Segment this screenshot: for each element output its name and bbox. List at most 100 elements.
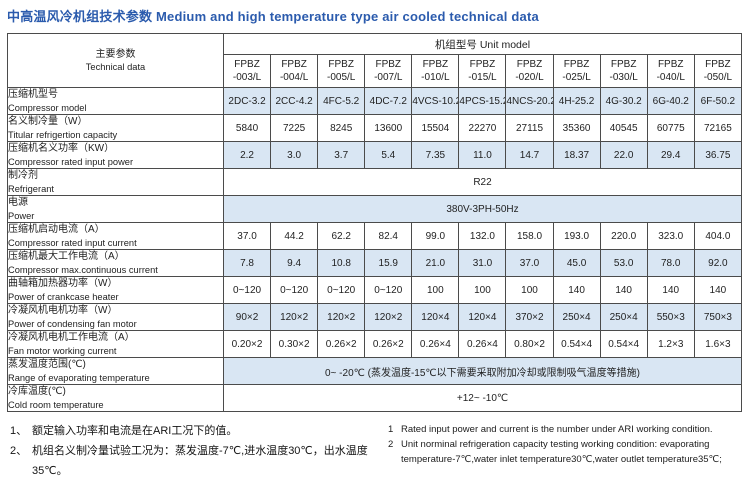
note-item: 1 Rated input power and current is the nu… [388,422,741,437]
note-item: 2、 机组名义制冷量试验工况为：蒸发温度-7℃,进水温度30℃，出水温度35℃。 [10,442,378,480]
value-cell: 2.2 [222,141,272,169]
value-cell: 7.35 [411,141,460,169]
value-cell: 370×2 [505,303,554,331]
unit-model-header: 机组型号 Unit model [223,33,742,55]
unit-model-cell: FPBZ -025/L [552,54,601,88]
value-cell: 99.0 [411,222,460,250]
value-cell: 22.0 [599,141,648,169]
unit-model-line1: FPBZ [610,58,637,70]
row-label: 蒸发温度范围(℃) Range of evaporating temperatur… [7,357,224,385]
value-cell: 36.75 [693,141,743,169]
value-cell: 140 [646,276,695,304]
value-cell: 0.26×2 [364,330,413,358]
corner-label-en: Technical data [85,62,146,73]
row-label-cn: 冷凝风机电机功率（W） [8,305,118,317]
value-cell: 3.0 [270,141,319,169]
value-cell: 27115 [505,114,554,142]
value-cell: 0.54×4 [599,330,648,358]
value-cell: 22270 [458,114,507,142]
value-cell: 140 [693,276,743,304]
value-cell: 40545 [599,114,648,142]
value-cell: 4VCS-10.2 [411,87,460,115]
unit-model-cell: FPBZ -020/L [505,54,554,88]
value-cell: 0.26×4 [458,330,507,358]
note-text: 额定输入功率和电流是在ARI工况下的值。 [32,425,238,437]
value-cell: 100 [411,276,460,304]
value-cell: 3.7 [317,141,366,169]
header-row: 主要参数 Technical data 机组型号 Unit model [7,33,742,88]
value-cell: 323.0 [646,222,695,250]
unit-model-line2: -015/L [468,72,497,83]
row-label: 曲轴箱加热器功率（W） Power of crankcase heater [7,276,224,304]
note-text: 机组名义制冷量试验工况为：蒸发温度-7℃,进水温度30℃，出水温度35℃。 [32,444,368,477]
row-label-en: Fan motor working current [8,345,117,356]
value-cell: 9.4 [270,249,319,277]
value-cell: 8245 [317,114,366,142]
table-row: 冷凝风机电机工作电流（A） Fan motor working current 0.… [7,330,743,358]
value-cell: 100 [458,276,507,304]
value-cell: 72165 [693,114,743,142]
row-label: 冷库温度(℃) Cold room temperature [7,384,224,412]
unit-model-cell: FPBZ -007/L [364,54,413,88]
value-cell: 5840 [222,114,272,142]
note-number: 1、 [10,425,28,437]
unit-model-line2: -025/L [562,72,591,83]
table-row: 曲轴箱加热器功率（W） Power of crankcase heater 0~12… [7,276,743,304]
value-cell: 18.37 [552,141,601,169]
page-title: 中高温风冷机组技术参数 Medium and high temperature … [7,9,539,24]
row-label-cn: 曲轴箱加热器功率（W） [8,278,118,290]
value-cell: 35360 [552,114,601,142]
value-cell: 0~120 [364,276,413,304]
value-cell: 10.8 [317,249,366,277]
corner-label-cn: 主要参数 [95,48,136,60]
value-cell: 120×2 [317,303,366,331]
unit-model-line2: -050/L [703,72,733,83]
row-label: 压缩机型号 Compressor model [7,87,224,115]
value-cell: 0.80×2 [505,330,554,358]
table-row: 冷库温度(℃) Cold room temperature +12~ -10℃ [7,384,742,412]
value-cell: 92.0 [693,249,743,277]
unit-model-cell: FPBZ -004/L [270,54,319,88]
table-row: 名义制冷量（W） Titular refrigertion capacity 584… [7,114,743,142]
table-row: 电源 Power 380V-3PH-50Hz [7,195,742,223]
value-cell: 44.2 [270,222,319,250]
row-label-en: Range of evaporating temperature [8,372,150,383]
notes-english: 1 Rated input power and current is the nu… [388,422,741,480]
value-cell: 158.0 [505,222,554,250]
unit-model-line1: FPBZ [657,58,684,70]
value-cell: 0.20×2 [222,330,272,358]
row-label-en: Compressor max.continuous current [8,264,158,275]
value-cell: 4NCS-20.2 [505,87,554,115]
row-label: 压缩机启动电流（A） Compressor rated input current [7,222,224,250]
merged-value-cell: +12~ -10℃ [223,384,742,412]
value-cell: 100 [505,276,554,304]
value-cell: 5.4 [364,141,413,169]
value-cell: 250×4 [599,303,648,331]
row-label-en: Compressor rated input power [8,156,134,167]
corner-header: 主要参数 Technical data [7,33,224,88]
unit-model-cell: FPBZ -005/L [317,54,366,88]
value-cell: 78.0 [646,249,695,277]
note-number: 2、 [10,444,28,457]
value-cell: 120×2 [364,303,413,331]
value-cell: 193.0 [552,222,601,250]
row-label: 压缩机名义功率（KW） Compressor rated input power [7,141,224,169]
unit-model-line2: -010/L [421,72,450,83]
value-cell: 4DC-7.2 [364,87,413,115]
value-cell: 0.54×4 [552,330,601,358]
value-cell: 31.0 [458,249,507,277]
value-cell: 60775 [646,114,695,142]
unit-model-line1: FPBZ [705,58,731,70]
value-cell: 2CC-4.2 [270,87,319,115]
unit-model-line2: -020/L [515,72,544,83]
unit-model-line2: -004/L [279,72,309,83]
value-cell: 62.2 [317,222,366,250]
value-cell: 4G-30.2 [599,87,648,115]
value-cell: 140 [552,276,601,304]
row-label-en: Compressor model [8,102,87,113]
spec-table: 主要参数 Technical data 机组型号 Unit model FPBZ -00… [7,33,743,412]
unit-model-cell: FPBZ -050/L [693,54,743,88]
unit-model-line1: FPBZ [281,58,307,70]
value-cell: 120×4 [411,303,460,331]
